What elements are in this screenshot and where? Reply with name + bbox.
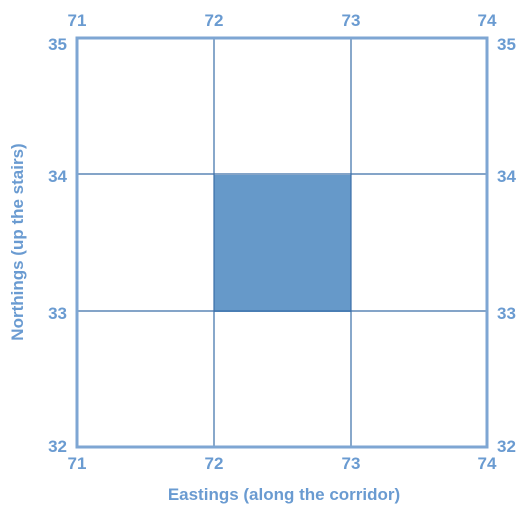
y-axis-title: Northings (up the stairs) (8, 143, 27, 340)
x-axis-title: Eastings (along the corridor) (168, 485, 400, 504)
right-northing-label: 35 (497, 35, 516, 54)
top-easting-label: 73 (342, 11, 361, 30)
right-northing-label: 34 (497, 167, 516, 186)
right-northing-label: 32 (497, 437, 516, 456)
left-northing-label: 34 (48, 167, 67, 186)
right-northing-label: 33 (497, 304, 516, 323)
top-easting-label: 74 (478, 11, 497, 30)
bottom-easting-label: 71 (68, 454, 87, 473)
top-easting-label: 71 (68, 11, 87, 30)
bottom-easting-label: 72 (205, 454, 224, 473)
bottom-easting-label: 74 (478, 454, 497, 473)
highlighted-grid-square (214, 175, 351, 312)
left-northing-label: 35 (48, 35, 67, 54)
left-northing-label: 32 (48, 437, 67, 456)
grid-frame (75, 36, 489, 449)
left-northing-label: 33 (48, 304, 67, 323)
bottom-easting-label: 73 (342, 454, 361, 473)
top-easting-label: 72 (205, 11, 224, 30)
